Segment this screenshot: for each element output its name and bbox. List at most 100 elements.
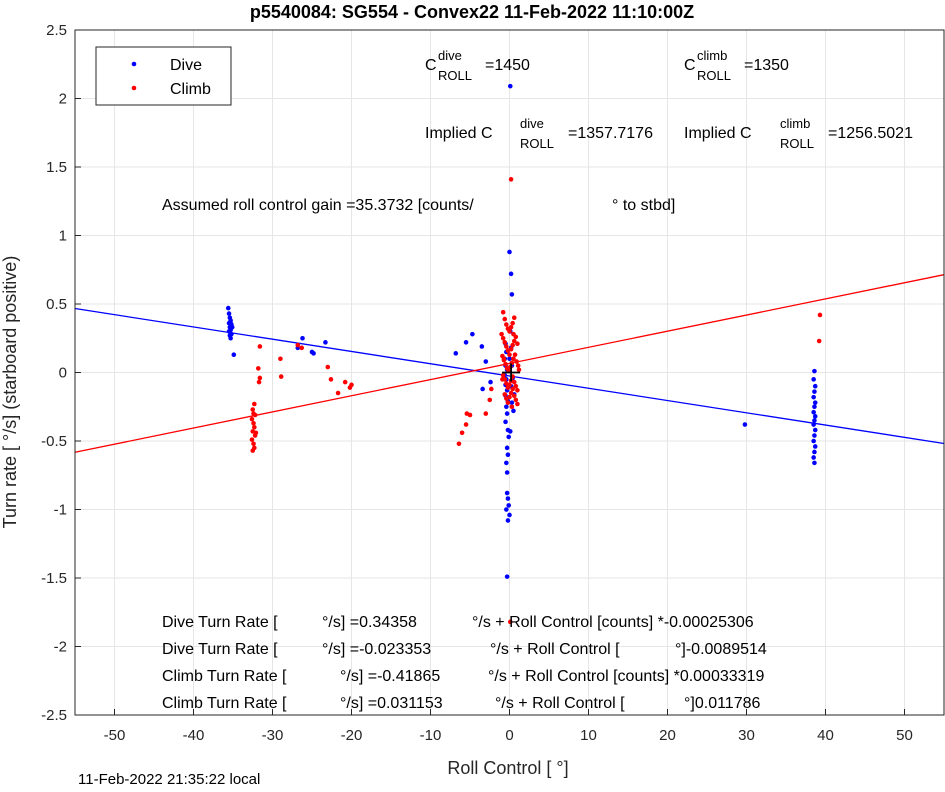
y-tick-label: 2	[59, 91, 67, 108]
x-tick-label: -50	[104, 727, 126, 744]
implied-dive-annotation: Implied C dive ROLL =1357.7176	[425, 116, 653, 151]
implied-climb-sup: climb	[780, 116, 810, 131]
point-climb	[511, 393, 517, 399]
center-marker	[502, 363, 521, 382]
point-climb	[483, 411, 489, 416]
y-axis-label: Turn rate [ °/s] (starboard positive)	[0, 256, 20, 529]
c-dive-base: C	[425, 57, 437, 74]
point-climb	[295, 342, 301, 348]
point-climb	[251, 420, 256, 426]
point-climb	[251, 411, 256, 416]
point-dive	[479, 344, 485, 349]
fit-lines	[74, 274, 945, 453]
x-tick-label: 30	[738, 727, 755, 744]
point-dive	[811, 455, 816, 460]
point-dive	[509, 400, 515, 405]
point-climb	[507, 329, 512, 334]
point-climb	[516, 367, 522, 373]
point-dive	[812, 400, 818, 405]
point-dive	[509, 292, 515, 297]
c-roll-climb-annotation: C climb ROLL =1350	[684, 48, 789, 83]
eq2-part-c: °/s + Roll Control [	[490, 641, 620, 658]
point-dive	[504, 490, 510, 496]
point-dive	[226, 311, 232, 316]
point-dive	[742, 422, 748, 427]
point-climb	[500, 372, 506, 378]
point-climb	[510, 320, 515, 326]
point-dive	[504, 507, 509, 512]
legend-climb-label: Climb	[170, 81, 211, 98]
gain-text-b: ° to stbd]	[612, 197, 675, 214]
point-climb	[511, 379, 517, 385]
c-dive-sup: dive	[438, 48, 462, 63]
x-tick-label: 40	[817, 727, 834, 744]
point-dive	[811, 422, 816, 427]
point-climb	[500, 335, 506, 341]
y-tick-label: 0.5	[46, 296, 67, 313]
point-dive	[812, 389, 817, 394]
point-climb	[328, 377, 334, 382]
point-climb	[278, 356, 283, 362]
implied-climb-annotation: Implied C climb ROLL =1256.5021	[684, 116, 913, 151]
point-dive	[507, 429, 513, 434]
point-climb	[463, 422, 469, 427]
point-dive	[812, 427, 818, 433]
implied-dive-sub: ROLL	[520, 136, 554, 151]
eq1-part-b: °/s] =0.34358	[322, 614, 417, 631]
point-climb	[817, 312, 823, 318]
point-dive	[812, 460, 817, 466]
point-dive	[812, 368, 817, 374]
point-climb	[502, 316, 508, 322]
x-tick-label: 50	[896, 727, 913, 744]
point-dive	[504, 470, 510, 475]
implied-dive-sup: dive	[520, 116, 544, 131]
point-climb	[509, 404, 515, 410]
point-climb	[508, 177, 514, 182]
point-climb	[299, 345, 305, 351]
point-climb	[257, 344, 263, 349]
plot-area	[74, 29, 945, 716]
eq1-part-a: Dive Turn Rate [	[162, 614, 278, 631]
point-climb	[510, 386, 515, 392]
c-dive-value: =1450	[485, 57, 530, 74]
implied-dive-value: =1357.7176	[568, 125, 653, 142]
footer-timestamp: 11-Feb-2022 21:35:22 local	[78, 771, 261, 788]
y-tick-label: -0.5	[41, 433, 67, 450]
x-tick-label: 10	[580, 727, 597, 744]
gain-text-a: Assumed roll control gain =35.3732 [coun…	[162, 197, 474, 214]
point-dive	[503, 419, 508, 425]
x-axis-ticks: -50 -40 -30 -20 -10 0 10 20 30 40 50	[104, 709, 913, 744]
point-dive	[463, 340, 469, 345]
point-dive	[311, 351, 316, 356]
point-dive	[505, 496, 511, 501]
point-dive	[504, 411, 510, 416]
point-climb	[511, 338, 517, 344]
c-climb-value: =1350	[744, 57, 789, 74]
point-dive	[508, 271, 514, 277]
point-climb	[249, 416, 255, 422]
point-dive	[812, 383, 818, 389]
y-tick-label: 2.5	[46, 22, 67, 39]
point-dive	[507, 83, 513, 89]
eq3-part-b: °/s] =-0.41865	[340, 668, 440, 685]
point-dive	[812, 404, 817, 410]
point-climb	[503, 361, 508, 367]
x-tick-label: -40	[183, 727, 205, 744]
point-climb	[508, 390, 514, 396]
eq4-part-d: °]0.011786	[684, 695, 760, 712]
point-dive	[507, 512, 512, 518]
y-tick-label: 1.5	[46, 159, 67, 176]
point-dive	[470, 331, 475, 337]
x-tick-label: -10	[420, 727, 442, 744]
chart-title: p5540084: SG554 - Convex22 11-Feb-2022 1…	[250, 2, 694, 22]
x-axis-label: Roll Control [ °]	[447, 758, 568, 778]
point-climb	[508, 346, 514, 352]
point-climb	[511, 356, 516, 362]
point-climb	[816, 338, 822, 344]
point-climb	[502, 377, 508, 382]
eq2-part-b: °/s] =-0.023353	[322, 641, 431, 658]
point-dive	[228, 320, 233, 326]
c-roll-dive-annotation: C dive ROLL =1450	[425, 48, 530, 83]
legend-dive-marker	[131, 61, 137, 67]
